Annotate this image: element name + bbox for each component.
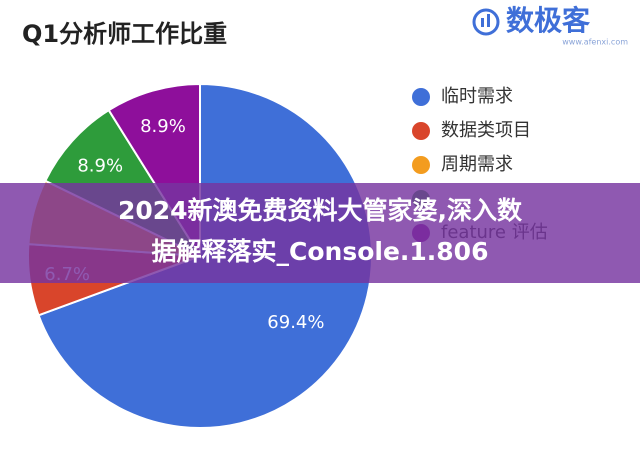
logo-icon <box>472 8 500 36</box>
banner <box>0 183 640 283</box>
banner-text: 据解释落实_Console.1.806 <box>152 237 489 266</box>
legend: 临时需求数据类项目周期需求feature 评估 <box>412 86 548 243</box>
legend-label: 周期需求 <box>441 154 513 175</box>
chart-title: Q1分析师工作比重 <box>22 20 227 48</box>
logo-icon <box>481 18 484 27</box>
data-label: 8.9% <box>77 155 123 176</box>
legend-marker <box>412 88 430 106</box>
watermark-url: www.afenxi.com <box>562 38 628 47</box>
data-label: 8.9% <box>140 116 186 137</box>
data-label: 69.4% <box>267 312 324 333</box>
legend-marker <box>412 156 430 174</box>
logo-icon <box>487 14 490 27</box>
banner-text: 2024新澳免费资料大管家婆,深入数 <box>118 196 523 225</box>
legend-label: 数据类项目 <box>441 120 531 141</box>
legend-marker <box>412 122 430 140</box>
legend-label: 临时需求 <box>441 86 513 107</box>
watermark: 数极客 www.afenxi.com <box>472 4 628 47</box>
watermark-brand: 数极客 <box>506 4 591 37</box>
